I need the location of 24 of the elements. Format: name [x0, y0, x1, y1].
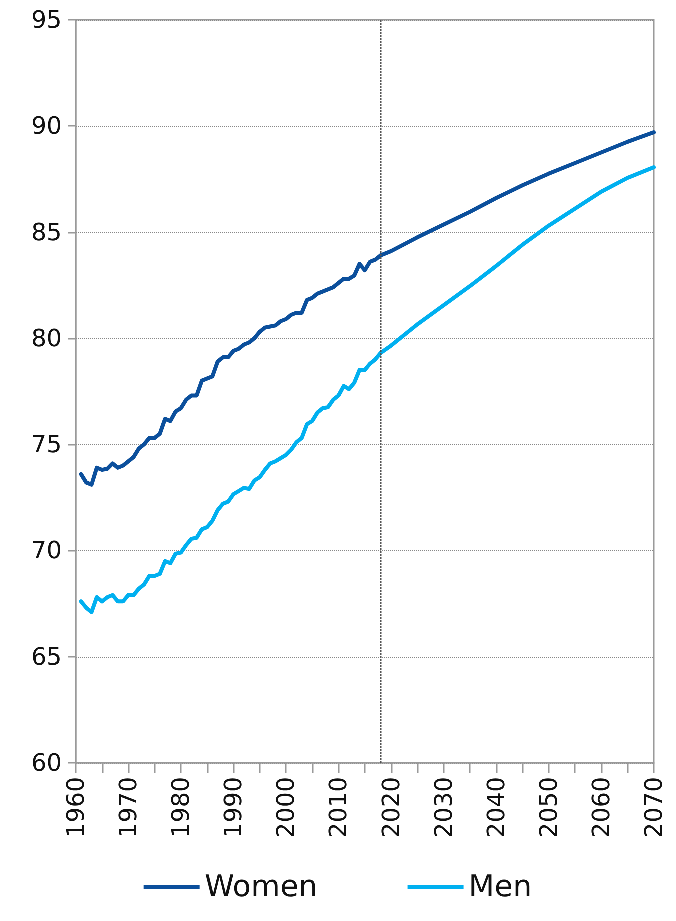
- y-tick-label: 90: [31, 112, 62, 140]
- line-series: [79, 130, 656, 487]
- x-tick-label: 2000: [272, 777, 300, 838]
- x-tick-label: 1980: [167, 777, 196, 838]
- x-tick-label: 2060: [587, 777, 616, 838]
- x-tick-label: 2070: [640, 777, 668, 838]
- y-tick-label: 65: [31, 642, 62, 671]
- y-tick-label: 70: [31, 536, 62, 565]
- y-tick-label: 80: [31, 324, 62, 352]
- x-tick-label: 1990: [220, 777, 248, 838]
- x-tick-label: 2050: [534, 777, 563, 838]
- y-tick-label: 60: [31, 749, 62, 777]
- y-tick-label: 85: [31, 218, 62, 246]
- legend-label: Men: [468, 870, 532, 904]
- legend-label: Women: [204, 870, 318, 904]
- x-tick-label: 1960: [62, 777, 90, 838]
- y-tick-label: 95: [31, 6, 62, 34]
- x-tick-label: 1970: [114, 777, 143, 838]
- x-tick-label: 2010: [324, 777, 353, 838]
- x-tick-label: 2030: [430, 777, 458, 838]
- x-tick-label: 2040: [482, 777, 510, 838]
- line-series: [79, 166, 656, 614]
- x-tick-label: 2020: [377, 777, 406, 838]
- y-tick-label: 75: [31, 430, 62, 459]
